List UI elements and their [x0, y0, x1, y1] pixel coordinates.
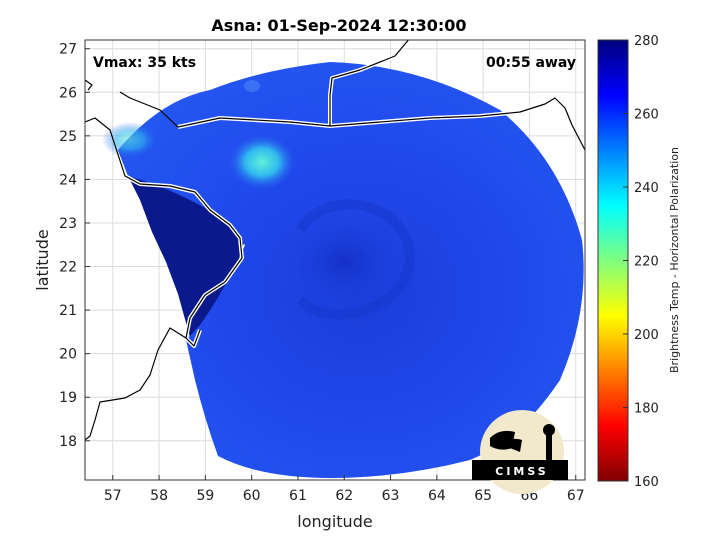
logo-tower-top-icon — [543, 424, 555, 436]
y-tick-label: 25 — [59, 129, 77, 145]
y-axis-ticks: 18 19 20 21 22 23 24 25 26 27 — [59, 42, 90, 450]
cimss-logo: CIMSS — [472, 410, 568, 494]
colorbar-tick-label: 260 — [634, 108, 659, 123]
spiral-band — [295, 199, 416, 320]
colorbar-tick-label: 240 — [634, 181, 659, 196]
time-away-annotation: 00:55 away — [486, 55, 576, 71]
plot-frame — [84, 39, 586, 481]
x-tick-label: 61 — [289, 488, 307, 504]
logo-tower-icon — [546, 430, 552, 460]
colorbar-tick-label: 280 — [634, 34, 659, 49]
x-axis-label: longitude — [297, 512, 372, 531]
coastlines — [85, 40, 585, 441]
y-tick-label: 19 — [59, 390, 77, 406]
x-tick-label: 65 — [474, 488, 492, 504]
logo-text: CIMSS — [495, 465, 548, 478]
warm-cloud-cell-small — [102, 122, 158, 158]
y-tick-label: 18 — [59, 434, 77, 450]
colorbar-tick-label: 220 — [634, 255, 659, 270]
y-tick-label: 20 — [59, 347, 77, 363]
x-tick-label: 67 — [567, 488, 585, 504]
microwave-swath — [102, 62, 584, 478]
y-tick-label: 27 — [59, 42, 77, 58]
warm-cloud-cell — [228, 134, 296, 190]
x-tick-label: 62 — [335, 488, 353, 504]
small-feature — [244, 80, 260, 92]
colorbar-tick-label: 160 — [634, 475, 659, 490]
colorbar-tick-label: 200 — [634, 328, 659, 343]
storm-center — [275, 207, 415, 317]
logo-dish-icon-2 — [505, 438, 522, 452]
y-tick-label: 24 — [59, 172, 77, 188]
y-tick-label: 23 — [59, 216, 77, 232]
plot-title: Asna: 01-Sep-2024 12:30:00 — [211, 16, 466, 35]
x-tick-label: 63 — [382, 488, 400, 504]
y-tick-label: 26 — [59, 85, 77, 101]
y-tick-label: 22 — [59, 260, 77, 276]
y-axis-label: latitude — [33, 229, 52, 290]
vmax-annotation: Vmax: 35 kts — [93, 55, 196, 71]
colorbar-ticks: 160 180 200 220 240 260 280 — [623, 34, 659, 490]
colorbar-label: Brightness Temp - Horizontal Polarizatio… — [668, 147, 681, 373]
x-tick-label: 60 — [243, 488, 261, 504]
x-tick-label: 64 — [428, 488, 446, 504]
colorbar-tick-label: 180 — [634, 402, 659, 417]
swath-dark-region — [118, 150, 245, 345]
x-tick-label: 57 — [104, 488, 122, 504]
logo-base — [472, 460, 568, 480]
x-tick-label: 58 — [150, 488, 168, 504]
x-tick-label: 59 — [196, 488, 214, 504]
y-tick-label: 21 — [59, 303, 77, 319]
